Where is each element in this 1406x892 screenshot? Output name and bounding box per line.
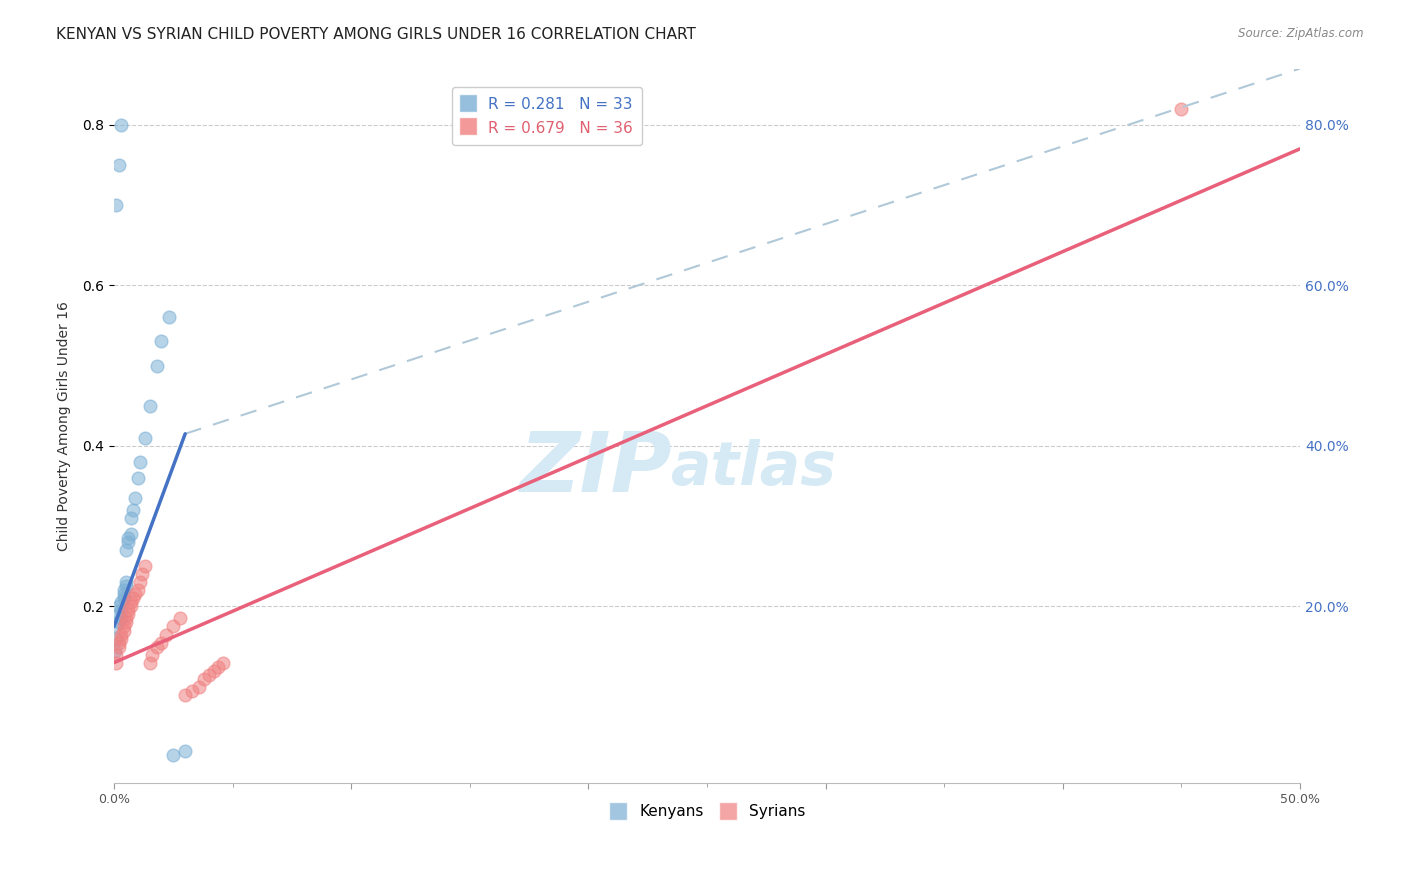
Point: [212, 656, 235, 670]
Point: [181, 683, 204, 698]
Point: [145, 640, 167, 654]
Point: [112, 587, 135, 601]
Point: [112, 591, 135, 606]
Point: [115, 611, 138, 625]
Point: [127, 471, 149, 485]
Point: [141, 648, 163, 662]
Legend: Kenyans, Syrians: Kenyans, Syrians: [602, 798, 811, 825]
Point: [122, 503, 145, 517]
Point: [120, 599, 142, 614]
Text: KENYAN VS SYRIAN CHILD POVERTY AMONG GIRLS UNDER 16 CORRELATION CHART: KENYAN VS SYRIAN CHILD POVERTY AMONG GIR…: [56, 27, 696, 42]
Point: [127, 583, 149, 598]
Point: [122, 591, 145, 606]
Point: [105, 632, 128, 646]
Point: [112, 583, 135, 598]
Point: [105, 648, 128, 662]
Point: [117, 531, 139, 545]
Point: [120, 527, 142, 541]
Point: [115, 575, 138, 590]
Point: [107, 640, 129, 654]
Point: [162, 747, 184, 762]
Point: [169, 611, 191, 625]
Point: [105, 656, 128, 670]
Point: [107, 599, 129, 614]
Point: [157, 310, 180, 325]
Point: [110, 603, 132, 617]
Point: [107, 158, 129, 172]
Point: [117, 535, 139, 549]
Point: [207, 659, 229, 673]
Point: [1170, 102, 1192, 116]
Point: [110, 632, 132, 646]
Point: [138, 656, 160, 670]
Text: Source: ZipAtlas.com: Source: ZipAtlas.com: [1239, 27, 1364, 40]
Point: [115, 579, 138, 593]
Point: [107, 607, 129, 622]
Point: [193, 672, 215, 686]
Point: [120, 511, 142, 525]
Point: [115, 615, 138, 630]
Point: [110, 611, 132, 625]
Point: [112, 624, 135, 638]
Point: [198, 667, 221, 681]
Y-axis label: Child Poverty Among Girls Under 16: Child Poverty Among Girls Under 16: [58, 301, 72, 550]
Point: [129, 455, 152, 469]
Point: [174, 744, 197, 758]
Point: [124, 587, 146, 601]
Point: [124, 491, 146, 505]
Point: [110, 118, 132, 132]
Point: [155, 627, 177, 641]
Point: [138, 399, 160, 413]
Point: [150, 334, 173, 349]
Point: [134, 559, 156, 574]
Point: [162, 619, 184, 633]
Point: [145, 359, 167, 373]
Point: [105, 198, 128, 212]
Point: [110, 627, 132, 641]
Point: [107, 635, 129, 649]
Point: [112, 619, 135, 633]
Point: [117, 607, 139, 622]
Point: [134, 431, 156, 445]
Point: [115, 543, 138, 558]
Point: [107, 615, 129, 630]
Point: [104, 643, 127, 657]
Text: atlas: atlas: [672, 439, 838, 498]
Point: [105, 619, 128, 633]
Point: [129, 575, 152, 590]
Point: [174, 688, 197, 702]
Point: [131, 567, 153, 582]
Point: [202, 664, 225, 678]
Text: ZIP: ZIP: [519, 428, 672, 509]
Point: [120, 595, 142, 609]
Point: [188, 680, 211, 694]
Point: [117, 603, 139, 617]
Point: [150, 635, 173, 649]
Point: [110, 595, 132, 609]
